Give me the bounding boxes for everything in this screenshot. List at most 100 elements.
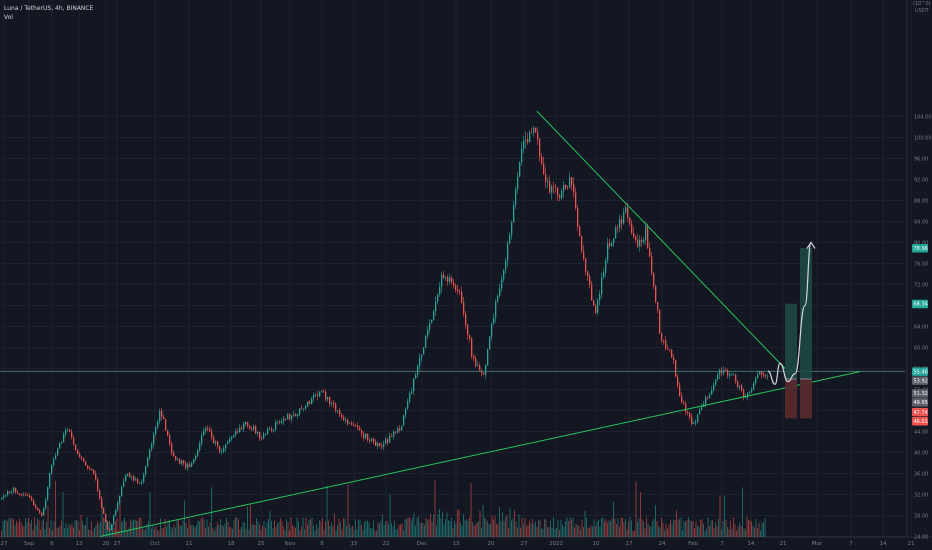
volume-bar — [380, 520, 382, 537]
candle — [399, 428, 401, 431]
volume-bar — [281, 521, 283, 537]
volume-bar — [463, 514, 464, 537]
volume-bar — [241, 526, 242, 537]
candle — [177, 459, 179, 461]
candle — [305, 406, 307, 409]
volume-bar — [536, 526, 538, 537]
volume-bar — [734, 524, 736, 537]
volume-bar — [568, 521, 569, 537]
time-tick-label: 27 — [114, 541, 121, 547]
volume-bar — [191, 524, 193, 537]
time-tick-label: 7 — [720, 541, 724, 547]
volume-bar — [166, 526, 167, 537]
candle — [755, 378, 757, 384]
candle — [559, 195, 561, 199]
volume-bar — [377, 522, 379, 537]
candle — [73, 437, 75, 445]
volume-bar — [1, 530, 2, 537]
volume-bar — [397, 528, 398, 537]
volume-bar — [592, 526, 593, 537]
candle — [489, 336, 491, 350]
candle — [291, 415, 293, 420]
candle — [381, 445, 383, 448]
volume-bar — [430, 513, 431, 537]
candle — [211, 431, 213, 438]
candle — [343, 417, 345, 421]
candle — [459, 291, 461, 293]
candle — [283, 418, 285, 422]
volume-bar — [226, 517, 227, 537]
volume-bar — [71, 523, 73, 537]
volume-bar — [383, 525, 385, 537]
candle — [173, 452, 175, 457]
volume-label[interactable]: Vol — [4, 14, 13, 21]
candle — [561, 190, 563, 199]
volume-bar — [83, 525, 85, 537]
volume-bar — [343, 518, 344, 537]
volume-bar — [412, 517, 413, 537]
volume-bar — [266, 522, 268, 537]
volume-bar — [551, 527, 553, 537]
volume-bar — [290, 517, 292, 537]
candle — [453, 282, 455, 286]
candle — [353, 424, 355, 426]
volume-bar — [511, 520, 512, 537]
volume-bar — [310, 519, 311, 537]
volume-bar — [515, 521, 517, 537]
volume-bar — [74, 520, 76, 537]
candle — [499, 288, 501, 296]
candle — [331, 403, 333, 404]
candle — [191, 462, 193, 467]
candle — [427, 329, 429, 337]
volume-bar — [481, 527, 482, 537]
price-badge — [912, 299, 928, 309]
candle — [617, 227, 619, 229]
candle — [267, 428, 269, 434]
volume-bar — [362, 529, 364, 537]
candle — [621, 219, 623, 224]
volume-bar — [680, 517, 682, 537]
candle — [203, 431, 205, 436]
volume-bar — [539, 519, 541, 537]
volume-bar — [731, 528, 733, 537]
candle — [109, 529, 111, 531]
volume-bar — [527, 524, 529, 537]
symbol-title[interactable]: Luna / TetherUS, 4h, BINANCE — [4, 5, 94, 12]
volume-bar — [203, 519, 205, 537]
candle — [711, 390, 713, 395]
candle — [641, 240, 643, 242]
volume-bar — [524, 518, 526, 537]
volume-bar — [565, 521, 566, 537]
volume-bar — [494, 515, 496, 537]
price-tick-label: 88.00 — [914, 199, 928, 205]
volume-bar — [469, 517, 470, 537]
trendline-resistance — [536, 110, 786, 369]
candle — [607, 243, 609, 261]
volume-bar — [361, 524, 362, 537]
candle — [587, 271, 589, 277]
volume-bar — [353, 530, 355, 537]
volume-bar — [313, 525, 314, 537]
candle — [77, 449, 79, 455]
volume-bar — [742, 487, 743, 537]
volume-bar — [254, 524, 256, 537]
time-axis: 27 Sep 6 13 20 27 Oct 11 18 25 Nov 8 15 22 Dec 13 20 27 20… — [1, 541, 915, 547]
volume-bar — [263, 520, 265, 537]
volume-bar — [184, 500, 185, 537]
volume-bar — [599, 526, 601, 537]
candle — [65, 430, 67, 435]
volume-bar — [20, 521, 22, 537]
candle — [475, 358, 477, 367]
volume-bar — [676, 510, 677, 537]
candle — [709, 394, 711, 398]
candle — [75, 444, 77, 450]
volume-bar — [193, 525, 194, 537]
candle — [563, 184, 565, 191]
candle — [383, 443, 385, 448]
volume-bar — [629, 517, 631, 537]
volume-bar — [695, 521, 697, 537]
volume-bar — [248, 529, 250, 537]
volume-bar — [497, 523, 499, 537]
candle — [137, 479, 139, 484]
